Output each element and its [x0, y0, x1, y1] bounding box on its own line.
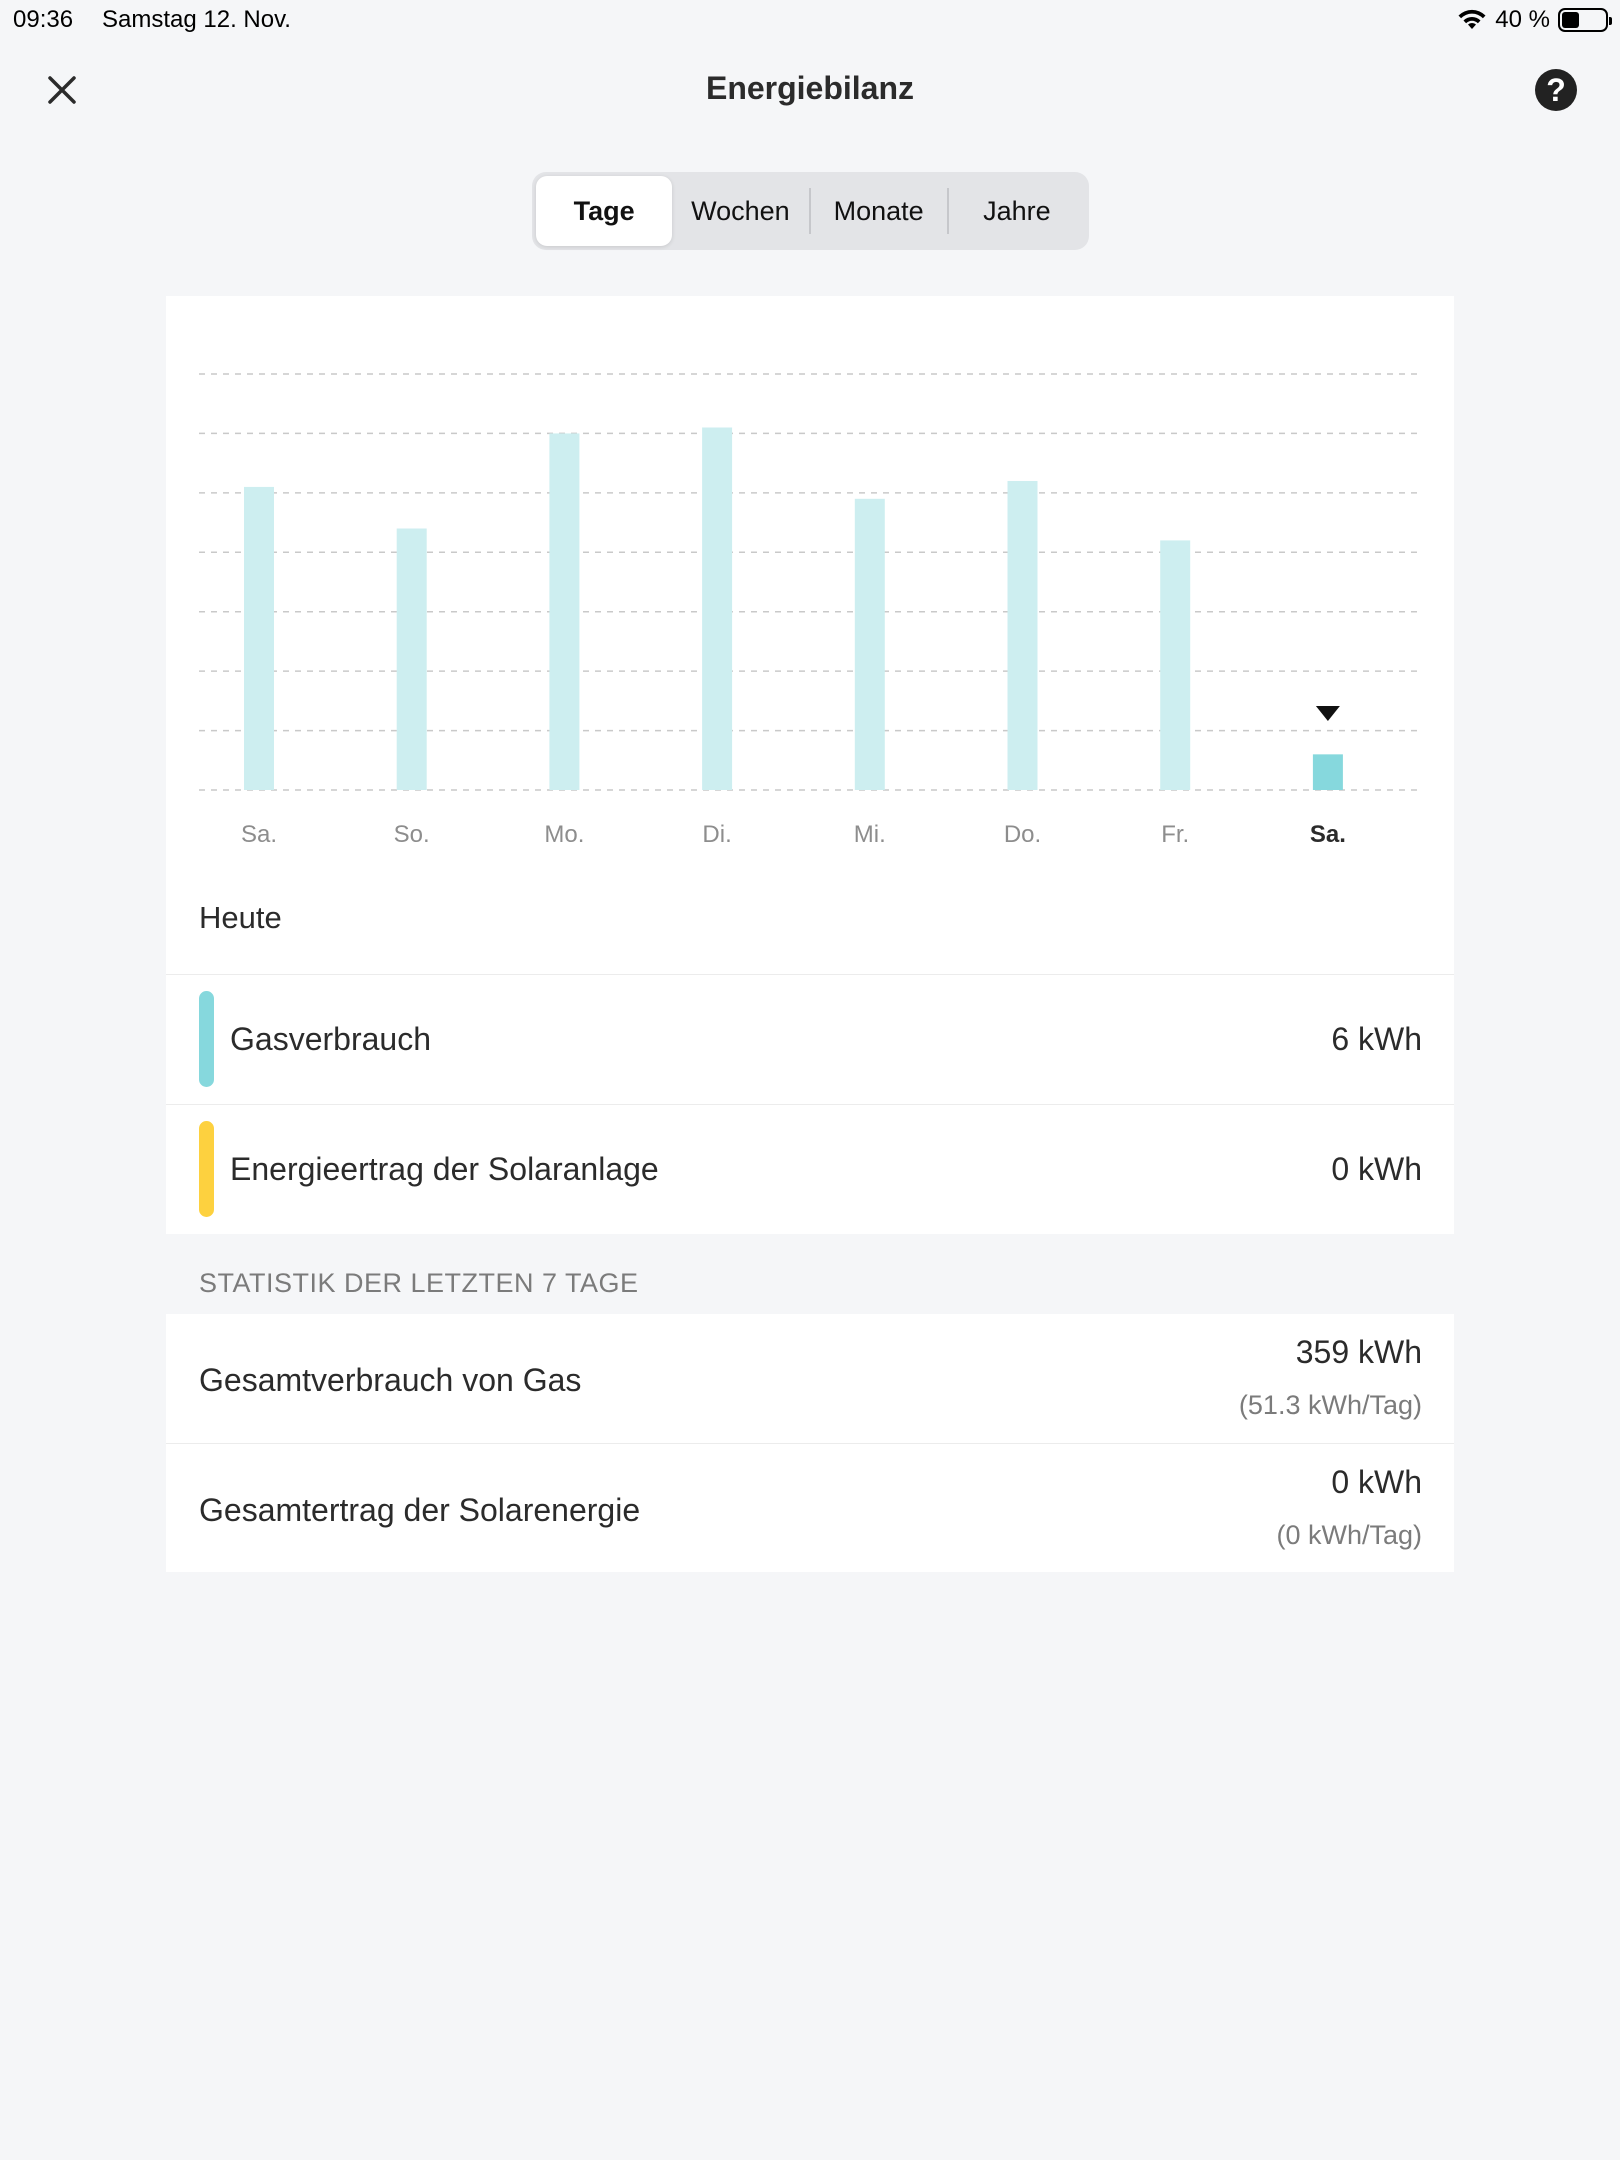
- stats-card: Gesamtverbrauch von Gas 359 kWh (51.3 kW…: [166, 1314, 1454, 1572]
- stat-gas-value: 359 kWh: [1295, 1334, 1422, 1370]
- stat-gas-label: Gesamtverbrauch von Gas: [199, 1362, 582, 1398]
- wifi-icon: [1458, 9, 1486, 29]
- stat-solar-row: Gesamtertrag der Solarenergie 0 kWh (0 k…: [166, 1443, 1454, 1572]
- tab-divider: [946, 188, 949, 234]
- gas-row[interactable]: Gasverbrauch 6 kWh: [166, 974, 1454, 1104]
- chart-x-tick-label: Sa.: [241, 821, 277, 848]
- chart-card: Sa. So. Mo. Di. Mi. Do. Fr. Sa. Heute Gasverbra…: [166, 296, 1454, 1234]
- gas-color-indicator: [199, 991, 214, 1087]
- status-time: 09:36: [13, 6, 74, 33]
- chart-bar[interactable]: [549, 433, 580, 790]
- chart-bar[interactable]: [244, 486, 274, 790]
- energy-bar-chart: Sa. So. Mo. Di. Mi. Do. Fr. Sa.: [199, 373, 1421, 848]
- battery-icon: [1558, 8, 1612, 32]
- solar-row[interactable]: Energieertrag der Solaranlage 0 kWh: [166, 1104, 1454, 1234]
- stat-solar-daily: (0 kWh/Tag): [1276, 1520, 1422, 1550]
- period-tabs: Tage Wochen Monate Jahre: [532, 172, 1089, 250]
- chart-bar[interactable]: [396, 528, 427, 790]
- chart-x-tick-label: Mi.: [854, 821, 886, 848]
- chart-bar[interactable]: [1312, 754, 1343, 790]
- stat-solar-value: 0 kWh: [1331, 1464, 1422, 1500]
- today-heading: Heute: [199, 900, 282, 935]
- gas-label: Gasverbrauch: [230, 1021, 431, 1057]
- chart-bar[interactable]: [854, 498, 885, 790]
- solar-label: Energieertrag der Solaranlage: [230, 1151, 659, 1187]
- status-bar: 09:36 Samstag 12. Nov. 40 %: [0, 0, 1620, 40]
- stats-section-title: STATISTIK DER LETZTEN 7 TAGE: [199, 1268, 639, 1298]
- stat-solar-label: Gesamtertrag der Solarenergie: [199, 1492, 641, 1528]
- chart-bar[interactable]: [702, 427, 733, 790]
- chart-bar[interactable]: [1007, 480, 1038, 790]
- solar-color-indicator: [199, 1121, 214, 1217]
- battery-fill: [1562, 12, 1579, 28]
- status-date: Samstag 12. Nov.: [102, 6, 291, 33]
- chart-x-tick-label: So.: [394, 821, 430, 848]
- solar-value: 0 kWh: [1331, 1151, 1422, 1187]
- stat-gas-daily: (51.3 kWh/Tag): [1238, 1390, 1422, 1420]
- chart-x-tick-label: Sa.: [1310, 821, 1346, 848]
- stat-gas-row: Gesamtverbrauch von Gas 359 kWh (51.3 kW…: [166, 1314, 1454, 1443]
- chart-x-tick-label: Mo.: [544, 821, 584, 848]
- tab-tage[interactable]: Tage: [536, 176, 673, 246]
- selected-marker-icon: [1315, 706, 1340, 721]
- chart-bar[interactable]: [1160, 540, 1191, 790]
- tab-monate[interactable]: Monate: [833, 195, 924, 226]
- battery-percent: 40 %: [1495, 6, 1550, 33]
- chart-x-tick-label: Fr.: [1161, 821, 1189, 848]
- tab-divider: [808, 188, 811, 234]
- status-right: 40 %: [1457, 6, 1612, 34]
- chart-x-tick-label: Do.: [1004, 821, 1041, 848]
- tab-wochen[interactable]: Wochen: [691, 195, 790, 226]
- chart-x-tick-label: Di.: [702, 821, 731, 848]
- gas-value: 6 kWh: [1331, 1021, 1422, 1057]
- page-title: Energiebilanz: [705, 70, 915, 106]
- close-icon[interactable]: [40, 68, 84, 112]
- help-icon[interactable]: ?: [1535, 69, 1577, 111]
- tab-jahre[interactable]: Jahre: [983, 195, 1051, 226]
